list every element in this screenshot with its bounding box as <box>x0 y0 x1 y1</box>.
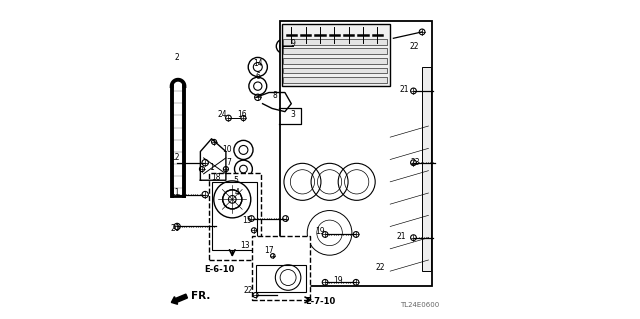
FancyBboxPatch shape <box>282 24 390 86</box>
FancyBboxPatch shape <box>280 21 431 286</box>
Text: 17: 17 <box>264 246 274 255</box>
FancyArrow shape <box>172 294 188 304</box>
Text: 21: 21 <box>397 232 406 241</box>
Text: 19: 19 <box>333 276 342 285</box>
Text: 20: 20 <box>171 224 180 233</box>
Text: TL24E0600: TL24E0600 <box>400 302 439 308</box>
Text: 3: 3 <box>291 110 295 119</box>
Bar <box>284 77 387 83</box>
Text: 21: 21 <box>400 85 410 94</box>
Text: 13: 13 <box>240 241 250 250</box>
Text: 19: 19 <box>315 227 325 236</box>
FancyBboxPatch shape <box>252 236 310 300</box>
Text: 22: 22 <box>410 42 419 51</box>
Bar <box>284 39 387 45</box>
Text: E-6-10: E-6-10 <box>204 265 235 274</box>
Text: 22: 22 <box>376 263 385 272</box>
Text: 8: 8 <box>273 91 278 100</box>
Bar <box>284 58 387 64</box>
Text: 6: 6 <box>255 72 260 81</box>
Text: 15: 15 <box>242 216 252 225</box>
Text: 18: 18 <box>212 173 221 182</box>
Text: 16: 16 <box>237 110 246 119</box>
Text: 11: 11 <box>170 189 180 197</box>
Bar <box>212 182 257 250</box>
FancyBboxPatch shape <box>209 173 260 260</box>
Text: 4: 4 <box>235 189 239 197</box>
Bar <box>256 265 306 292</box>
Text: E-7-10: E-7-10 <box>306 297 336 306</box>
Text: 12: 12 <box>170 153 180 162</box>
Text: 7: 7 <box>227 158 232 167</box>
Text: 14: 14 <box>253 59 262 68</box>
Text: 22: 22 <box>243 286 253 295</box>
Text: 5: 5 <box>233 176 238 185</box>
Text: 2: 2 <box>174 53 179 62</box>
Text: 24: 24 <box>218 110 227 119</box>
Text: 9: 9 <box>291 39 295 48</box>
Bar <box>422 67 431 271</box>
Text: 10: 10 <box>223 145 232 154</box>
Bar <box>284 68 387 73</box>
Text: 23: 23 <box>411 158 420 167</box>
Text: FR.: FR. <box>191 291 210 301</box>
Text: 1: 1 <box>209 163 214 172</box>
Bar <box>284 48 387 54</box>
